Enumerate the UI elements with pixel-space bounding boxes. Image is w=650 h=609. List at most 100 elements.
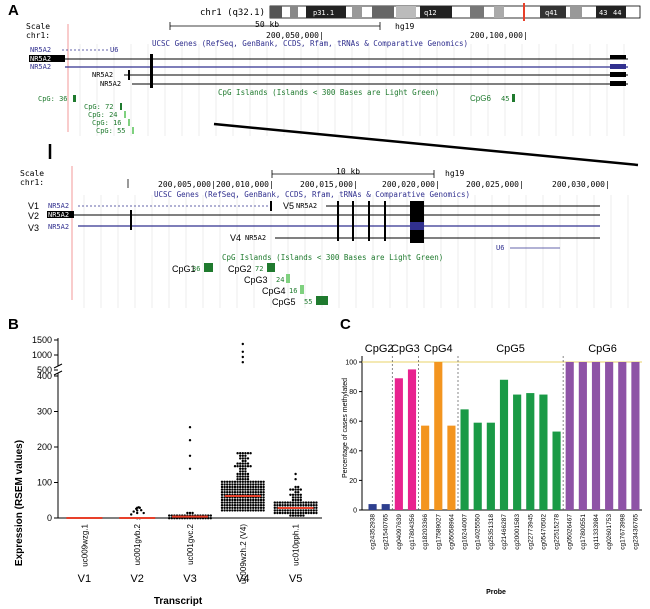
probe-label: cg22773945 (527, 514, 534, 550)
data-point (294, 496, 297, 499)
x-category-label: uc009wzg.1 (80, 523, 89, 566)
panel-label-a: A (8, 2, 19, 19)
data-point (294, 493, 297, 496)
data-point (168, 514, 171, 517)
data-point (262, 509, 265, 512)
data-point (294, 511, 297, 515)
data-point (254, 485, 257, 489)
data-point (241, 501, 244, 504)
data-point (257, 491, 260, 494)
data-point (246, 509, 250, 512)
data-point (170, 517, 173, 520)
data-point (259, 483, 263, 486)
bottom-cpg-title: CpG Islands (Islands < 300 Bases are Lig… (222, 253, 443, 262)
data-point (289, 509, 292, 512)
data-point (289, 488, 292, 491)
data-point (244, 467, 247, 470)
data-point (273, 509, 276, 512)
data-point (289, 511, 292, 515)
y-tick-label: 0 (47, 513, 52, 523)
data-point (236, 509, 239, 512)
data-point (183, 517, 186, 520)
data-point (233, 485, 237, 489)
data-point (297, 501, 300, 504)
data-point (307, 501, 310, 504)
data-point (299, 496, 302, 499)
data-point (136, 511, 139, 515)
data-point (252, 504, 255, 507)
label-v1: V1 (28, 201, 39, 211)
data-point (259, 498, 263, 502)
data-point (299, 504, 302, 507)
data-point (239, 480, 242, 483)
data-point (244, 475, 247, 478)
data-point (239, 478, 242, 481)
data-point (281, 511, 284, 515)
data-point (239, 467, 242, 470)
y-tick-label: 60 (349, 419, 357, 426)
label-v5: V5 (283, 201, 294, 211)
data-point (228, 506, 231, 509)
data-point (140, 508, 143, 512)
data-point (226, 498, 229, 502)
probe-label: cg17804356 (409, 514, 416, 550)
data-point (297, 514, 300, 517)
data-point (294, 488, 297, 491)
data-point (233, 465, 237, 468)
group-label: CpG6 (588, 343, 617, 355)
data-point (241, 342, 244, 346)
data-point (231, 480, 234, 483)
data-point (228, 480, 231, 483)
data-point (284, 509, 287, 512)
data-point (257, 488, 260, 491)
data-point (191, 517, 194, 520)
bar (565, 362, 574, 510)
top-track-title: UCSC Genes (RefSeq, GenBank, CCDS, Rfam,… (152, 39, 468, 48)
data-point (186, 517, 189, 520)
bottom-gene-v3: NR5A2 (48, 223, 69, 231)
data-point (228, 498, 231, 502)
data-point (246, 465, 250, 468)
data-point (241, 467, 244, 470)
data-point (310, 504, 313, 507)
data-point (236, 501, 239, 504)
data-point (241, 509, 244, 512)
data-point (276, 509, 279, 512)
data-point (254, 491, 257, 494)
data-point (257, 485, 260, 489)
x-sublabel: V5 (289, 573, 302, 585)
data-point (262, 496, 265, 499)
data-point (239, 457, 242, 460)
data-point (244, 483, 247, 486)
data-point (294, 491, 297, 494)
data-point (262, 485, 265, 489)
data-point (281, 501, 284, 504)
data-point (257, 506, 260, 509)
data-point (294, 498, 297, 502)
data-point (231, 488, 234, 491)
data-point (262, 498, 265, 502)
bottom-scale-text: 10 kb (336, 167, 360, 176)
data-point (262, 501, 265, 504)
label-v2: V2 (28, 211, 39, 221)
data-point (226, 488, 229, 491)
data-point (246, 475, 250, 478)
data-point (188, 467, 192, 470)
data-point (239, 470, 242, 473)
y-tick-label: 1000 (32, 350, 52, 360)
data-point (241, 485, 244, 489)
data-point (228, 504, 231, 507)
data-point (259, 480, 263, 483)
data-point (241, 506, 244, 509)
data-point (244, 491, 247, 494)
data-point (209, 514, 212, 517)
bar (368, 504, 377, 510)
data-point (239, 475, 242, 478)
bottom-gene-v5: NR5A2 (296, 202, 317, 210)
data-point (289, 504, 292, 507)
data-point (304, 509, 308, 512)
data-point (291, 488, 295, 491)
data-point (236, 498, 239, 502)
data-point (188, 426, 192, 429)
